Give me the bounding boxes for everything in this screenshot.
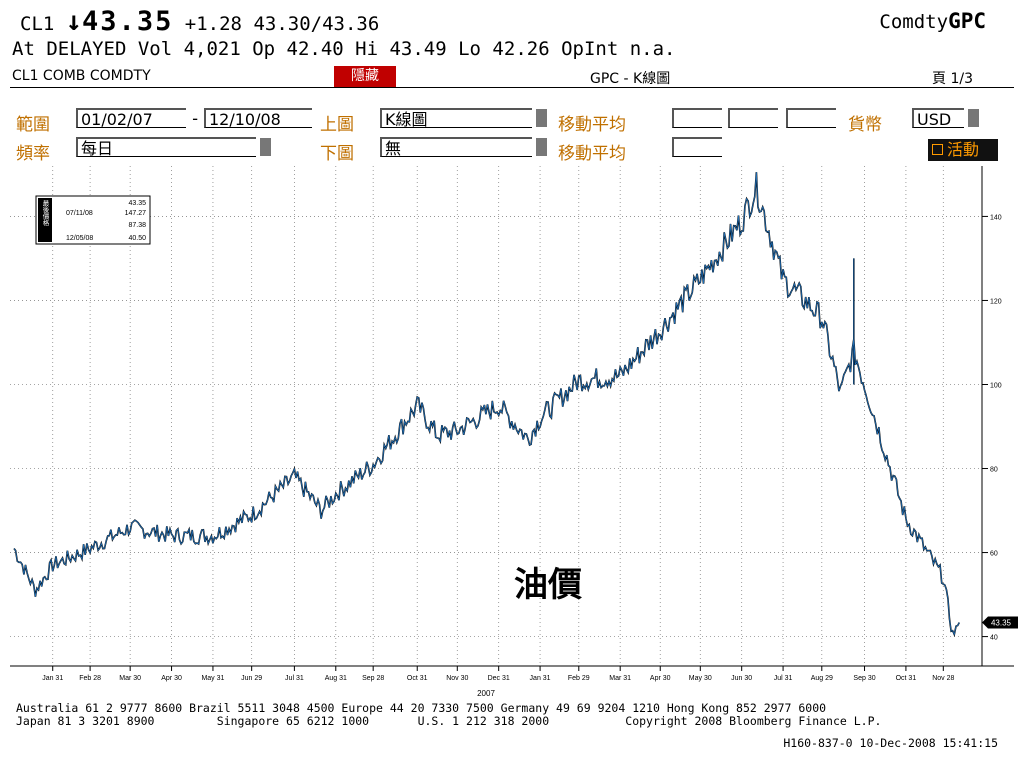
price-change: +1.28 <box>184 13 242 35</box>
stats-high-date: 07/11/08 <box>66 210 93 217</box>
y-tick-label: 40 <box>990 635 998 642</box>
x-tick-label: Sep 30 <box>853 675 875 682</box>
y-tick-label: 100 <box>990 382 1002 389</box>
symbol: CL1 <box>20 13 55 35</box>
x-tick-label: Aug 29 <box>811 675 833 682</box>
y-tick-label: 120 <box>990 298 1002 305</box>
stats-label-last: 最後價格 <box>41 200 49 228</box>
price-series-highlight <box>13 172 960 636</box>
last-price-tag-text: 43.35 <box>991 619 1012 628</box>
brand-prefix: Comdty <box>879 11 949 33</box>
active-label: 活動 <box>947 140 980 159</box>
footer-contacts: Australia 61 2 9777 8600 Brazil 5511 304… <box>16 702 881 728</box>
stats-box-header <box>38 198 52 242</box>
date-to-input[interactable]: 12/10/08 <box>204 108 312 129</box>
hide-button[interactable]: 隱藏 <box>334 66 396 87</box>
lower-chart-select[interactable]: 無 <box>380 137 532 158</box>
last-price-tag: 43.35 <box>982 616 1018 629</box>
title-bar: CL1 COMB COMDTY 隱藏 GPC - K線圖 頁 1/3 <box>10 66 1014 88</box>
x-tick-label: Aug 31 <box>325 675 347 682</box>
upper-chart-label: 上圖 <box>320 115 354 135</box>
x-tick-label: Jan 31 <box>530 675 551 682</box>
bid-ask: 43.30/43.36 <box>253 13 380 35</box>
lower-chart-label: 下圖 <box>320 144 354 164</box>
stats-low-value: 40.50 <box>128 235 146 242</box>
upper-chart-select[interactable]: K線圖 <box>380 108 532 129</box>
brand-function: GPC <box>948 9 986 33</box>
stats-box: 最後價格 07/11/08 12/05/08 43.35 147.27 87.3… <box>35 195 151 245</box>
dropdown-arrow-icon[interactable] <box>260 138 271 156</box>
x-tick-label: Apr 30 <box>650 675 671 682</box>
date-separator: - <box>190 109 201 129</box>
dropdown-arrow-icon[interactable] <box>968 109 979 127</box>
x-tick-label: Jul 31 <box>774 675 793 682</box>
x-tick-label: Oct 31 <box>896 675 917 682</box>
stats-low-date: 12/05/08 <box>66 235 93 242</box>
checkbox-icon <box>932 144 943 155</box>
y-tick-label: 60 <box>990 551 998 558</box>
y-tick-label: 80 <box>990 467 998 474</box>
stats-high-value: 147.27 <box>125 210 147 217</box>
ticker-line: CL1 ↓43.35 +1.28 43.30/43.36 <box>20 6 379 37</box>
last-price: 43.35 <box>82 6 174 37</box>
x-tick-label: Jul 31 <box>285 675 304 682</box>
quote-details: At DELAYED Vol 4,021 Op 42.40 Hi 43.49 L… <box>12 38 676 60</box>
dropdown-arrow-icon[interactable] <box>536 109 547 127</box>
currency-input[interactable]: USD <box>912 108 964 129</box>
ma-input-lower[interactable] <box>672 137 722 157</box>
grid <box>10 166 982 666</box>
footer-timestamp: H160-837-0 10-Dec-2008 15:41:15 <box>783 736 998 750</box>
dropdown-arrow-icon[interactable] <box>536 138 547 156</box>
plot-area <box>10 166 982 666</box>
ma-input-1[interactable] <box>672 108 722 128</box>
active-button[interactable]: 活動 <box>928 139 998 161</box>
currency-label: 貨幣 <box>848 115 882 135</box>
frequency-label: 頻率 <box>16 144 50 164</box>
ma-input-2[interactable] <box>728 108 778 128</box>
x-tick-label: Feb 28 <box>79 675 101 682</box>
chart-annotation: 油價 <box>514 565 582 605</box>
footer-line-2: Japan 81 3 3201 8900 Singapore 65 6212 1… <box>16 714 882 728</box>
x-tick-label: Oct 31 <box>407 675 428 682</box>
stats-box-frame <box>35 195 151 245</box>
down-arrow-icon: ↓ <box>65 6 83 37</box>
x-tick-label: Mar 31 <box>609 675 631 682</box>
y-axis-ticks: 40 60 80 100 120 140 <box>982 214 1002 642</box>
ma-input-3[interactable] <box>786 108 836 128</box>
x-axis-year-label: 2007 <box>477 689 495 698</box>
x-tick-label: May 31 <box>201 675 224 682</box>
page-indicator: 頁 1/3 <box>932 71 973 87</box>
x-tick-label: May 30 <box>689 675 712 682</box>
x-tick-label: Jun 30 <box>731 675 752 682</box>
stats-last-value: 43.35 <box>128 200 146 207</box>
x-tick-label: Nov 28 <box>932 675 954 682</box>
ma-label: 移動平均 <box>558 115 626 135</box>
x-tick-label: Dec 31 <box>488 675 510 682</box>
x-tick-label: Mar 30 <box>119 675 141 682</box>
x-axis-ticks: Jan 31 Feb 28 Mar 30 Apr 30 May 31 Jun 29 Jul … <box>42 666 954 682</box>
date-from-input[interactable]: 01/02/07 <box>76 108 186 129</box>
x-tick-label: Jan 31 <box>42 675 63 682</box>
x-tick-label: Nov 30 <box>446 675 468 682</box>
x-tick-label: Sep 28 <box>362 675 384 682</box>
footer-line-1: Australia 61 2 9777 8600 Brazil 5511 304… <box>16 701 827 715</box>
frequency-select[interactable]: 每日 <box>76 137 256 158</box>
last-price-tag-shape <box>982 616 1018 629</box>
price-chart: 40 60 80 100 120 140 Jan 31 Feb 28 Mar 30 Apr 30… <box>10 166 1018 698</box>
ma-label-2: 移動平均 <box>558 144 626 164</box>
function-title: GPC - K線圖 <box>590 71 671 87</box>
x-tick-label: Feb 29 <box>568 675 590 682</box>
x-tick-label: Jun 29 <box>241 675 262 682</box>
stats-avg-value: 87.38 <box>128 222 146 229</box>
x-tick-label: Apr 30 <box>161 675 182 682</box>
security-name: CL1 COMB COMDTY <box>12 68 151 84</box>
brand: ComdtyGPC <box>879 9 986 33</box>
range-label: 範圍 <box>16 115 50 135</box>
y-tick-label: 140 <box>990 214 1002 221</box>
